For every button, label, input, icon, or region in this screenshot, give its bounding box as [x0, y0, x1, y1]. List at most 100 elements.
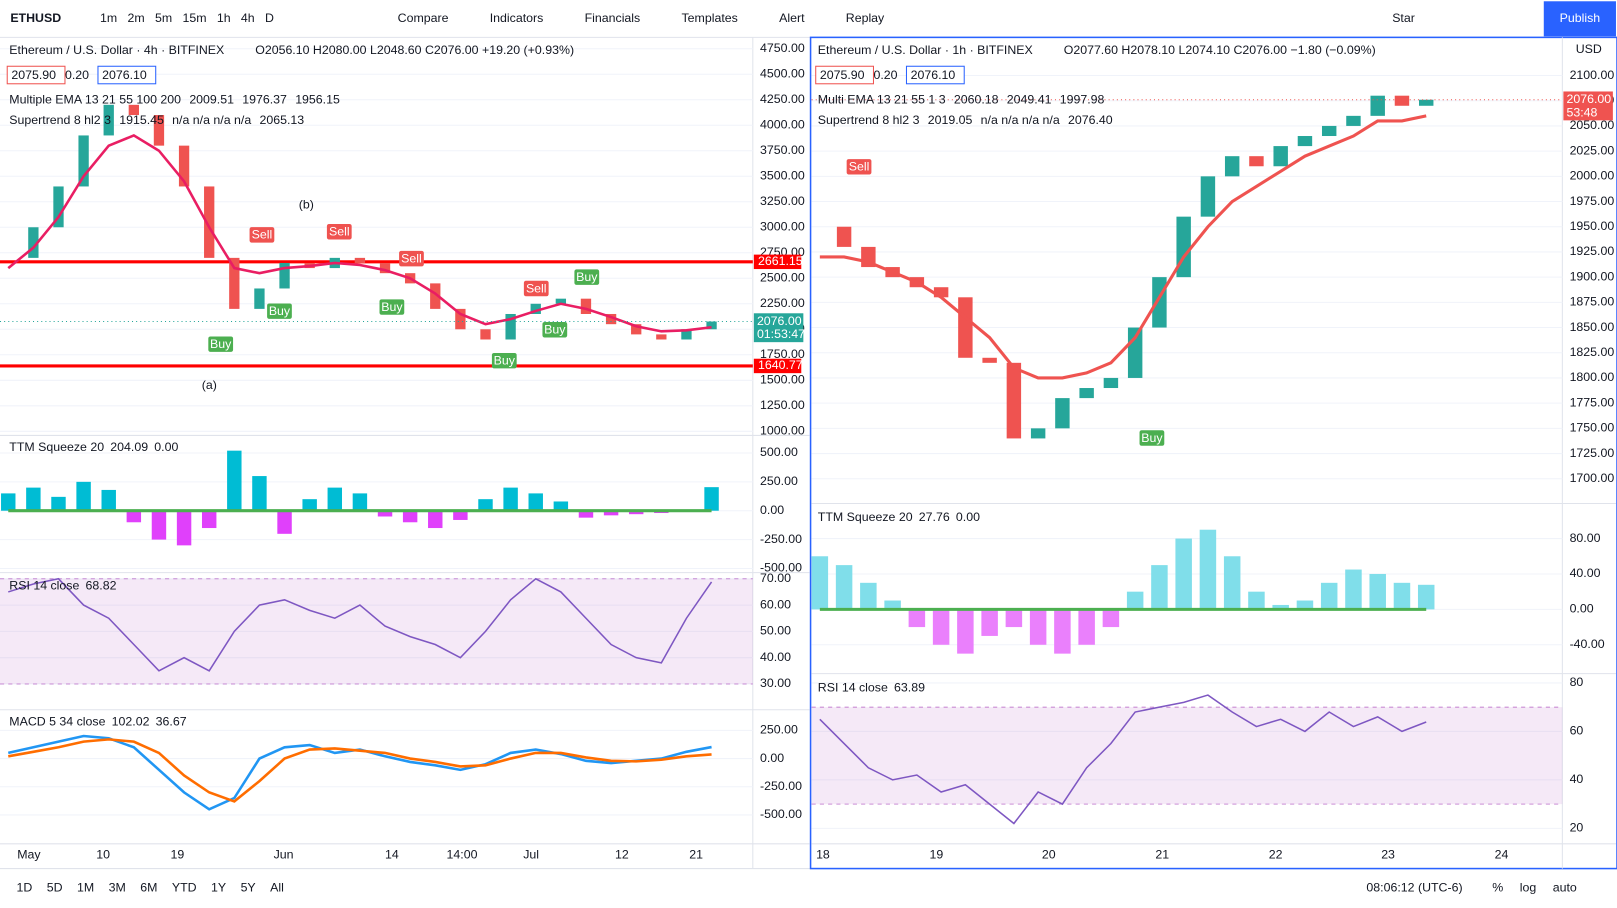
- y-tick-label: 1925.00: [1570, 244, 1615, 258]
- histogram-bar: [1126, 591, 1144, 610]
- histogram-bar: [957, 609, 974, 654]
- range-button[interactable]: 3M: [109, 880, 126, 894]
- indicator-value: 36.67: [156, 714, 187, 728]
- candle: [1200, 176, 1216, 217]
- y-tick-label: 3500.00: [760, 169, 805, 183]
- range-button[interactable]: 5D: [47, 880, 63, 894]
- scale-option[interactable]: %: [1492, 880, 1503, 894]
- publish-button[interactable]: Publish: [1560, 11, 1601, 25]
- candle: [1297, 136, 1313, 147]
- candle: [656, 334, 667, 340]
- ema-name: Multiple EMA 13 21 55 100 200: [9, 93, 181, 107]
- indicator-value: 0.00: [956, 510, 980, 524]
- y-tick-label: 1850.00: [1570, 320, 1615, 334]
- scale-option[interactable]: log: [1520, 880, 1537, 894]
- publish-bg[interactable]: [1543, 1, 1616, 37]
- range-button[interactable]: 6M: [140, 880, 157, 894]
- candle: [681, 329, 692, 340]
- price-timer: 53:48: [1566, 105, 1597, 119]
- indicator-value: 102.02: [112, 714, 150, 728]
- range-button[interactable]: 1D: [17, 880, 33, 894]
- ask-box: [905, 65, 965, 85]
- signal-label: Buy: [494, 353, 516, 367]
- histogram-bar: [1078, 609, 1095, 645]
- price-tag: 2076.00: [1566, 92, 1611, 106]
- histogram-bar: [1369, 573, 1386, 610]
- toolbar-button[interactable]: Compare: [398, 11, 449, 25]
- symbol[interactable]: ETHUSD: [10, 11, 61, 25]
- histogram-bar: [227, 450, 242, 511]
- y-tick-label: -500.00: [760, 561, 802, 575]
- interval-button[interactable]: 5m: [155, 11, 172, 25]
- signal-label: Buy: [1141, 431, 1163, 445]
- histogram-bar: [811, 556, 829, 610]
- bid: 2075.90: [11, 68, 56, 82]
- range-button[interactable]: 5Y: [241, 880, 256, 894]
- signal-bg: [399, 250, 424, 267]
- range-button[interactable]: 1M: [77, 880, 94, 894]
- y-tick-label: 1700.00: [1570, 471, 1615, 485]
- range-button[interactable]: 1Y: [211, 880, 226, 894]
- supertrend-value: 2076.40: [1068, 113, 1113, 127]
- star-button[interactable]: Star: [1392, 11, 1415, 25]
- interval-button[interactable]: 15m: [182, 11, 206, 25]
- x-tick-label: 24: [1495, 847, 1509, 861]
- interval-button[interactable]: 1m: [100, 11, 117, 25]
- histogram-bar: [1296, 600, 1314, 610]
- histogram-bar: [553, 501, 569, 511]
- x-tick-label: 20: [1042, 847, 1056, 861]
- bid: 2075.90: [820, 68, 865, 82]
- histogram-bar: [603, 510, 619, 516]
- interval-button[interactable]: 4h: [241, 11, 255, 25]
- signal-label: Buy: [576, 270, 598, 284]
- wave-label: (a): [202, 378, 217, 392]
- y-tick-label: 0.00: [760, 751, 784, 765]
- y-tick-label: 2025.00: [1570, 143, 1615, 157]
- range-button[interactable]: All: [270, 880, 284, 894]
- candle: [706, 321, 717, 330]
- toolbar-button[interactable]: Replay: [846, 11, 885, 25]
- candle: [1030, 428, 1046, 439]
- price-tag-bg: [1563, 91, 1613, 121]
- level-tag: 1640.77: [758, 358, 803, 372]
- range-button[interactable]: YTD: [172, 880, 197, 894]
- candle: [1321, 125, 1337, 137]
- y-tick-label: 80: [1570, 675, 1584, 689]
- x-tick-label: 21: [689, 847, 703, 861]
- histogram-bar: [932, 609, 950, 645]
- clock: 08:06:12 (UTC-6): [1366, 880, 1462, 894]
- y-tick-label: 1900.00: [1570, 269, 1615, 283]
- signal-bg: [249, 227, 275, 243]
- indicator-name: RSI 14 close: [818, 680, 888, 694]
- candle: [1346, 115, 1361, 126]
- indicator-name: TTM Squeeze 20: [818, 510, 913, 524]
- candle: [1273, 146, 1288, 167]
- candle: [555, 298, 567, 304]
- scale-option[interactable]: auto: [1553, 880, 1577, 894]
- histogram-bar: [884, 600, 901, 610]
- toolbar-button[interactable]: Alert: [779, 11, 805, 25]
- toolbar-button[interactable]: Indicators: [490, 11, 544, 25]
- currency-select[interactable]: USD: [1576, 42, 1602, 56]
- interval-button[interactable]: D: [265, 11, 274, 25]
- supertrend-value: 2065.13: [259, 113, 304, 127]
- y-tick-label: -500.00: [760, 807, 802, 821]
- histogram-bar: [1223, 556, 1241, 610]
- toolbar-button[interactable]: Templates: [682, 11, 738, 25]
- signal-bg: [542, 322, 568, 338]
- candle: [78, 135, 89, 187]
- signal-bg: [846, 159, 872, 175]
- signal-bg: [326, 224, 352, 240]
- signal-bg: [1139, 430, 1165, 446]
- y-tick-label: 1950.00: [1570, 219, 1615, 233]
- interval-button[interactable]: 2m: [128, 11, 145, 25]
- histogram-bar: [176, 510, 192, 546]
- toolbar-button[interactable]: Financials: [585, 11, 641, 25]
- wave-label: (b): [299, 198, 314, 212]
- ema-name: Multi EMA 13 21 55 1 3: [818, 93, 946, 107]
- y-tick-label: 3000.00: [760, 220, 805, 234]
- y-tick-label: 2000.00: [1570, 169, 1615, 183]
- y-tick-label: 1750.00: [760, 347, 805, 361]
- interval-button[interactable]: 1h: [217, 11, 231, 25]
- y-tick-label: 250.00: [760, 723, 798, 737]
